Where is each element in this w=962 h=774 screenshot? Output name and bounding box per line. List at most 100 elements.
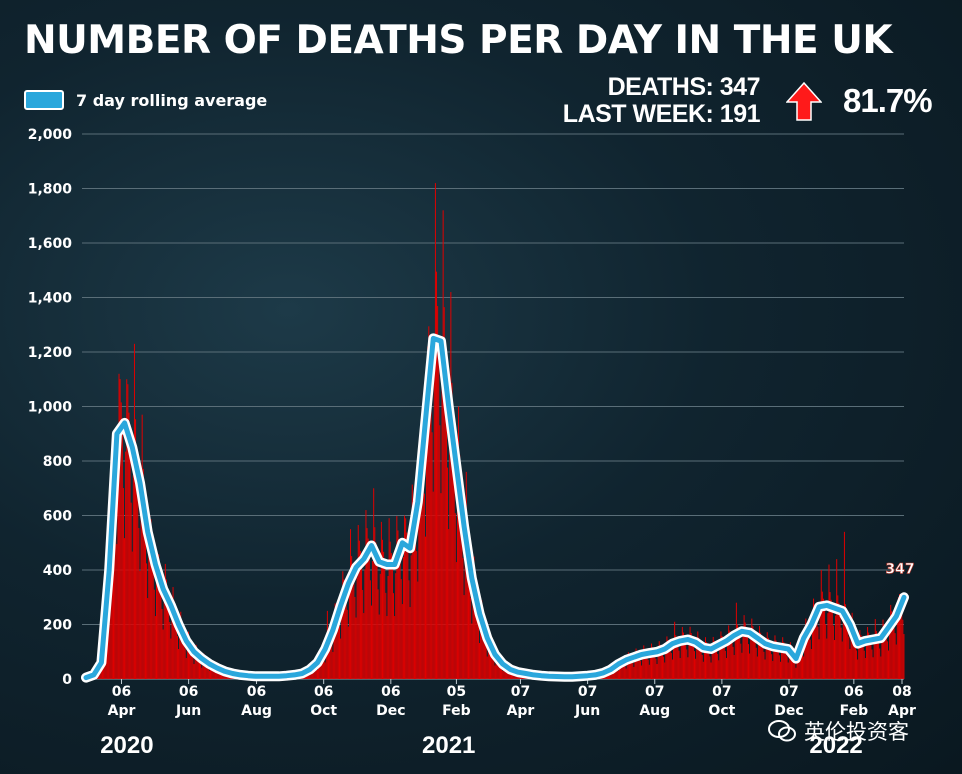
daily-death-bar xyxy=(826,638,828,679)
daily-death-bar xyxy=(622,659,624,679)
x-tick-day: 05 xyxy=(447,684,466,700)
daily-death-bar xyxy=(818,639,820,679)
daily-death-bar xyxy=(194,655,196,679)
daily-death-bar xyxy=(182,629,184,679)
daily-death-bar xyxy=(652,647,654,679)
daily-death-bar xyxy=(460,482,462,679)
x-tick-month: Oct xyxy=(708,703,735,719)
daily-death-bar xyxy=(690,632,692,679)
daily-death-bar xyxy=(728,625,730,679)
daily-death-bar xyxy=(499,661,501,679)
daily-death-bar xyxy=(352,563,354,679)
daily-death-bar xyxy=(708,648,710,679)
daily-death-bar xyxy=(837,595,839,679)
daily-death-bar xyxy=(136,446,138,679)
daily-death-bar xyxy=(456,495,458,679)
daily-death-bar xyxy=(203,653,205,679)
daily-death-bar xyxy=(850,632,852,679)
daily-death-bar xyxy=(831,607,833,679)
daily-death-bar xyxy=(723,642,725,679)
daily-death-bar xyxy=(370,605,372,679)
daily-death-bar xyxy=(109,563,111,679)
daily-death-bar xyxy=(121,425,123,679)
daily-death-bar xyxy=(339,626,341,679)
daily-death-bar xyxy=(168,600,170,679)
daily-death-bar xyxy=(186,646,188,679)
y-tick-label: 1,600 xyxy=(28,236,73,252)
latest-value-annotation: 347 xyxy=(885,561,914,577)
daily-death-bar xyxy=(494,665,496,679)
daily-death-bar xyxy=(861,638,863,679)
daily-death-bar xyxy=(693,651,695,679)
daily-death-bar xyxy=(687,657,689,679)
daily-death-bar xyxy=(819,613,821,679)
watermark-text: 英伦投资客 xyxy=(804,720,909,744)
daily-death-bar xyxy=(703,650,705,679)
daily-death-bar xyxy=(207,667,209,679)
daily-death-bar xyxy=(197,653,199,679)
daily-death-bar xyxy=(215,670,217,679)
daily-death-bar xyxy=(180,611,182,679)
daily-death-bar xyxy=(114,472,116,679)
daily-death-bar xyxy=(821,591,823,679)
daily-death-bar xyxy=(665,651,667,679)
daily-death-bar xyxy=(717,653,719,679)
daily-death-bar xyxy=(124,538,126,679)
x-tick-month: Feb xyxy=(840,703,869,719)
daily-death-bar xyxy=(355,617,357,679)
daily-death-bar xyxy=(373,488,375,679)
daily-death-bar xyxy=(787,662,789,679)
daily-death-bar xyxy=(172,587,174,679)
x-tick-day: 06 xyxy=(179,684,198,700)
daily-death-bar xyxy=(335,607,337,679)
daily-death-bar xyxy=(374,527,376,679)
daily-death-bar xyxy=(631,657,633,679)
daily-death-bar xyxy=(840,627,842,679)
daily-death-bar xyxy=(389,541,391,679)
daily-death-bar xyxy=(192,657,194,679)
daily-death-bar xyxy=(208,670,210,679)
daily-death-bar xyxy=(875,630,877,679)
daily-death-bar xyxy=(680,644,682,679)
daily-death-bar xyxy=(171,615,173,679)
daily-death-bar xyxy=(422,443,424,679)
up-arrow-icon xyxy=(786,82,822,121)
daily-death-bar xyxy=(828,564,830,679)
daily-death-bar xyxy=(191,648,193,679)
daily-death-bar xyxy=(778,655,780,679)
daily-death-bar xyxy=(675,635,677,679)
daily-death-bar xyxy=(379,573,381,679)
daily-death-bar xyxy=(842,619,844,679)
daily-death-bar xyxy=(481,600,483,679)
daily-death-bar xyxy=(137,472,139,679)
daily-death-bar xyxy=(485,645,487,679)
daily-death-bar xyxy=(848,636,850,679)
daily-death-bar xyxy=(616,668,618,679)
daily-death-bar xyxy=(324,662,326,679)
daily-death-bar xyxy=(833,640,835,679)
year-label: 2022 xyxy=(809,732,862,759)
daily-death-bar xyxy=(882,619,884,679)
daily-death-bar xyxy=(431,432,433,679)
daily-death-bar xyxy=(874,619,876,679)
daily-death-bar xyxy=(150,519,152,679)
daily-death-bar xyxy=(730,633,732,679)
daily-death-bar xyxy=(727,643,729,679)
daily-death-bar xyxy=(409,607,411,679)
daily-death-bar xyxy=(466,522,468,679)
daily-death-bar xyxy=(663,656,665,679)
daily-death-bar xyxy=(891,611,893,679)
daily-death-bar xyxy=(129,440,131,679)
daily-death-bar xyxy=(732,646,734,679)
daily-death-bar xyxy=(365,510,367,679)
x-tick-day: 06 xyxy=(112,684,131,700)
x-tick-month: Oct xyxy=(310,703,337,719)
daily-death-bar xyxy=(133,343,135,679)
daily-death-bar xyxy=(630,656,632,679)
daily-death-bar xyxy=(619,664,621,679)
daily-death-bar xyxy=(734,639,736,679)
daily-death-bar xyxy=(131,551,133,679)
daily-death-bar xyxy=(783,642,785,679)
daily-death-bar xyxy=(867,626,869,679)
daily-death-bar xyxy=(744,622,746,679)
